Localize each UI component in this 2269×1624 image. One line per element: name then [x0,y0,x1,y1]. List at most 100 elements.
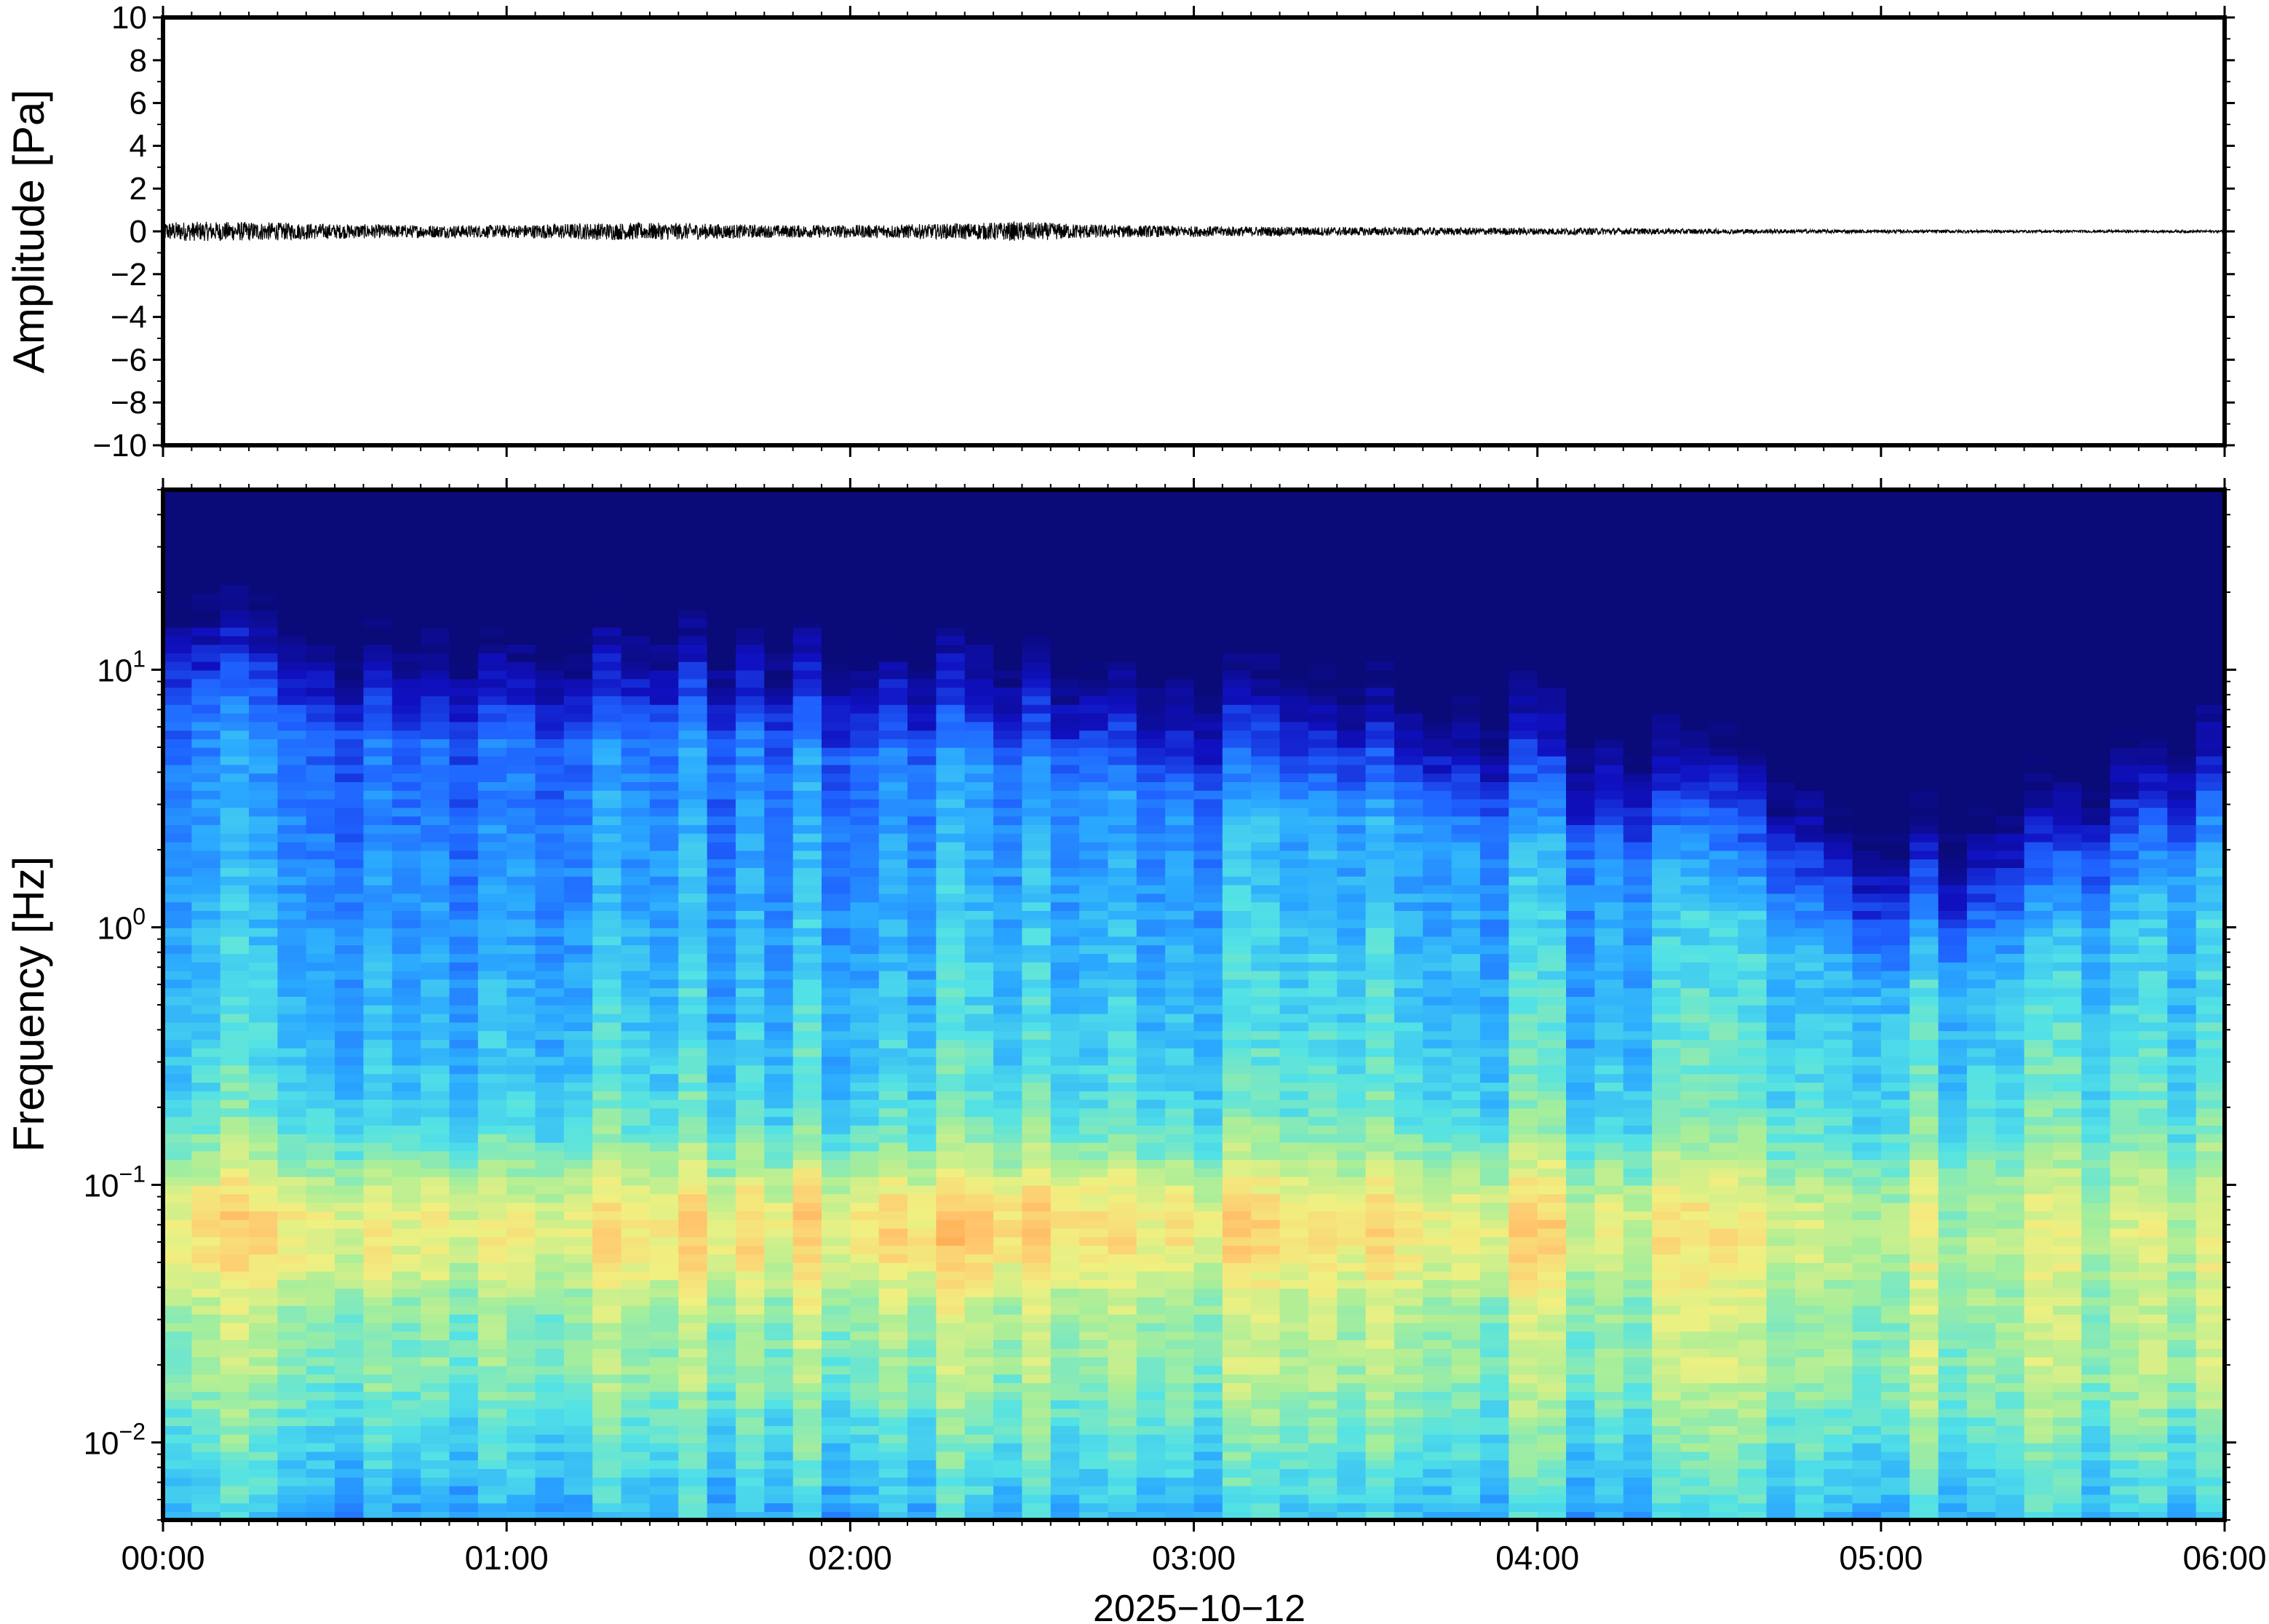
spectrogram-cell [191,1030,221,1040]
spectrogram-cell [477,653,507,662]
spectrogram-cell [1193,1107,1223,1118]
spectrogram-cell [1193,1365,1223,1375]
spectrogram-cell [1251,1417,1281,1426]
spectrogram-cell [707,549,736,560]
spectrogram-cell [964,1434,994,1444]
spectrogram-cell [1136,944,1166,954]
spectrogram-cell [191,1193,221,1203]
spectrogram-cell [993,712,1023,723]
spectrogram-cell [936,1185,966,1195]
spectrogram-cell [993,730,1023,739]
spectrogram-cell [993,739,1023,748]
spectrogram-cell [936,1408,966,1418]
spectrogram-cell [220,1142,250,1152]
spectrogram-cell [1050,1297,1080,1306]
spectrogram-cell [191,626,221,637]
spectrogram-cell [878,1425,908,1435]
spectrogram-cell [335,747,365,757]
spectrogram-cell [1079,1477,1109,1486]
spectrogram-cell [563,781,594,791]
spectrogram-cell [1222,1331,1252,1340]
spectrogram-cell [678,841,708,851]
spectrogram-cell [735,1177,766,1186]
spectrogram-cell [563,1142,594,1152]
spectrogram-cell [1079,1125,1109,1134]
spectrogram-cell [821,1202,851,1211]
spectrogram-cell [449,712,479,723]
spectrogram-cell [1079,1399,1109,1409]
spectrogram-cell [907,1485,937,1495]
spectrogram-cell [1251,1365,1281,1375]
spectrogram-cell [993,626,1023,637]
spectrogram-cell [392,1442,421,1452]
spectrogram-cell [850,618,880,628]
spectrogram-cell [191,576,221,585]
spectrogram-cell [249,1254,279,1263]
spectrogram-cell [421,541,450,551]
spectrogram-cell [363,859,393,868]
spectrogram-cell [850,696,880,705]
spectrogram-cell [449,859,479,868]
spectrogram-cell [277,1168,307,1177]
spectrogram-cell [735,687,766,696]
spectrogram-cell [506,1177,536,1186]
spectrogram-cell [506,790,536,800]
spectrogram-cell [792,1313,822,1324]
spectrogram-cell [764,876,794,885]
spectrogram-cell [964,1356,994,1366]
spectrogram-cell [1279,1116,1309,1126]
spectrogram-cell [1022,1356,1052,1366]
spectrogram-cell [821,807,851,817]
spectrogram-cell [535,687,565,696]
spectrogram-cell [421,584,450,594]
spectrogram-cell [1279,1262,1309,1272]
spectrogram-cell [191,816,221,825]
spectrogram-cell [735,798,766,808]
spectrogram-cell [535,635,565,645]
spectrogram-cell [1279,1399,1309,1409]
spectrogram-cell [878,1159,908,1169]
spectrogram-cell [1136,1134,1166,1143]
spectrogram-cell [335,884,365,894]
spectrogram-cell [621,816,651,825]
spectrogram-cell [993,1134,1023,1143]
spectrogram-cell [506,876,536,885]
spectrogram-cell [220,1494,250,1504]
spectrogram-cell [621,962,651,971]
spectrogram-cell [392,1005,421,1014]
spectrogram-cell [1165,721,1195,731]
spectrogram-cell [1050,927,1080,937]
spectrogram-cell [1136,1313,1166,1324]
spectrogram-cell [993,1064,1023,1075]
spectrogram-cell [477,1013,507,1023]
spectrogram-cell [907,996,937,1006]
spectrogram-cell [1165,747,1195,757]
spectrogram-cell [1193,567,1223,576]
spectrogram-cell [649,841,680,851]
spectrogram-cell [1079,1408,1109,1418]
spectrogram-cell [506,987,536,997]
spectrogram-cell [850,1030,880,1040]
spectrogram-cell [1136,669,1166,680]
spectrogram-cell [1108,979,1137,989]
spectrogram-cell [249,515,279,525]
spectrogram-cell [220,798,250,808]
spectrogram-cell [163,1288,193,1297]
spectrogram-cell [907,1039,937,1048]
spectrogram-cell [563,1073,594,1083]
spectrogram-cell [191,824,221,834]
spectrogram-cell [621,1288,651,1297]
spectrogram-cell [1108,533,1137,542]
spectrogram-cell [506,1064,536,1075]
spectrogram-cell [220,1091,250,1100]
spectrogram-cell [792,618,822,628]
spectrogram-cell [735,1494,766,1504]
spectrogram-cell [964,876,994,885]
spectrogram-cell [735,764,766,774]
spectrogram-cell [764,524,794,533]
spectrogram-cell [335,824,365,834]
spectrogram-cell [1108,910,1137,920]
spectrogram-cell [392,816,421,825]
spectrogram-cell [936,962,966,971]
